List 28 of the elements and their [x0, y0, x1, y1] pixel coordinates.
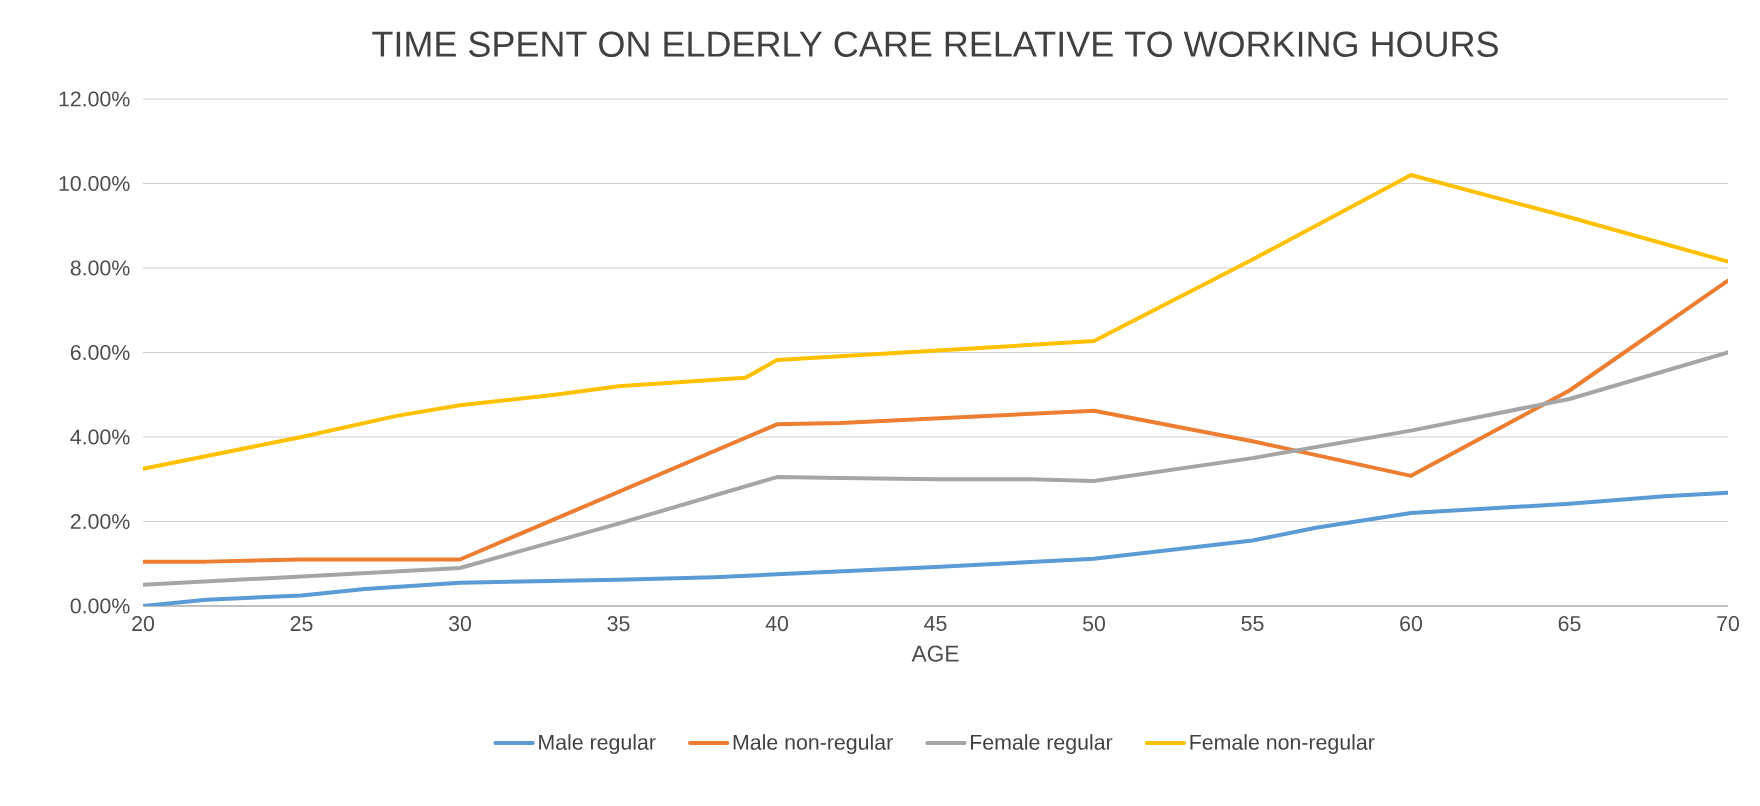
x-tick-label: 60 — [1400, 616, 1423, 632]
legend-label: Male non-regular — [733, 734, 893, 755]
x-tick-label: 20 — [132, 616, 155, 632]
x-tick-label: 40 — [765, 616, 789, 632]
x-tick-label: 50 — [1082, 616, 1106, 632]
x-tick-label: 30 — [448, 616, 472, 632]
x-tick-label: 25 — [290, 616, 313, 632]
line-series — [143, 278, 1728, 564]
legend-label: Male regular — [539, 734, 656, 755]
x-tick-label: 45 — [924, 616, 947, 631]
x-tick-label: 55 — [1241, 616, 1264, 631]
legend-label: Female non-regular — [1190, 734, 1375, 755]
line-series — [143, 490, 1728, 606]
y-tick-label: 2.00% — [70, 513, 130, 530]
y-tick-label: 6.00% — [70, 344, 130, 361]
y-tick-label: 12.00% — [59, 91, 130, 107]
legend-label: Female regular — [971, 734, 1113, 755]
y-tick-label: 4.00% — [70, 429, 130, 445]
line-series — [143, 350, 1728, 587]
x-axis-title: AGE — [911, 645, 959, 662]
x-tick-label: 65 — [1558, 616, 1581, 632]
chart-title: TIME SPENT ON ELDERLY CARE RELATIVE TO WORKING HOURS — [372, 31, 1498, 57]
y-tick-label: 8.00% — [70, 260, 130, 276]
y-tick-label: 10.00% — [59, 175, 130, 192]
x-tick-label: 35 — [607, 616, 630, 632]
x-tick-label: 70 — [1717, 616, 1739, 632]
y-tick-label: 0.00% — [70, 598, 130, 614]
line-series — [143, 173, 1728, 471]
